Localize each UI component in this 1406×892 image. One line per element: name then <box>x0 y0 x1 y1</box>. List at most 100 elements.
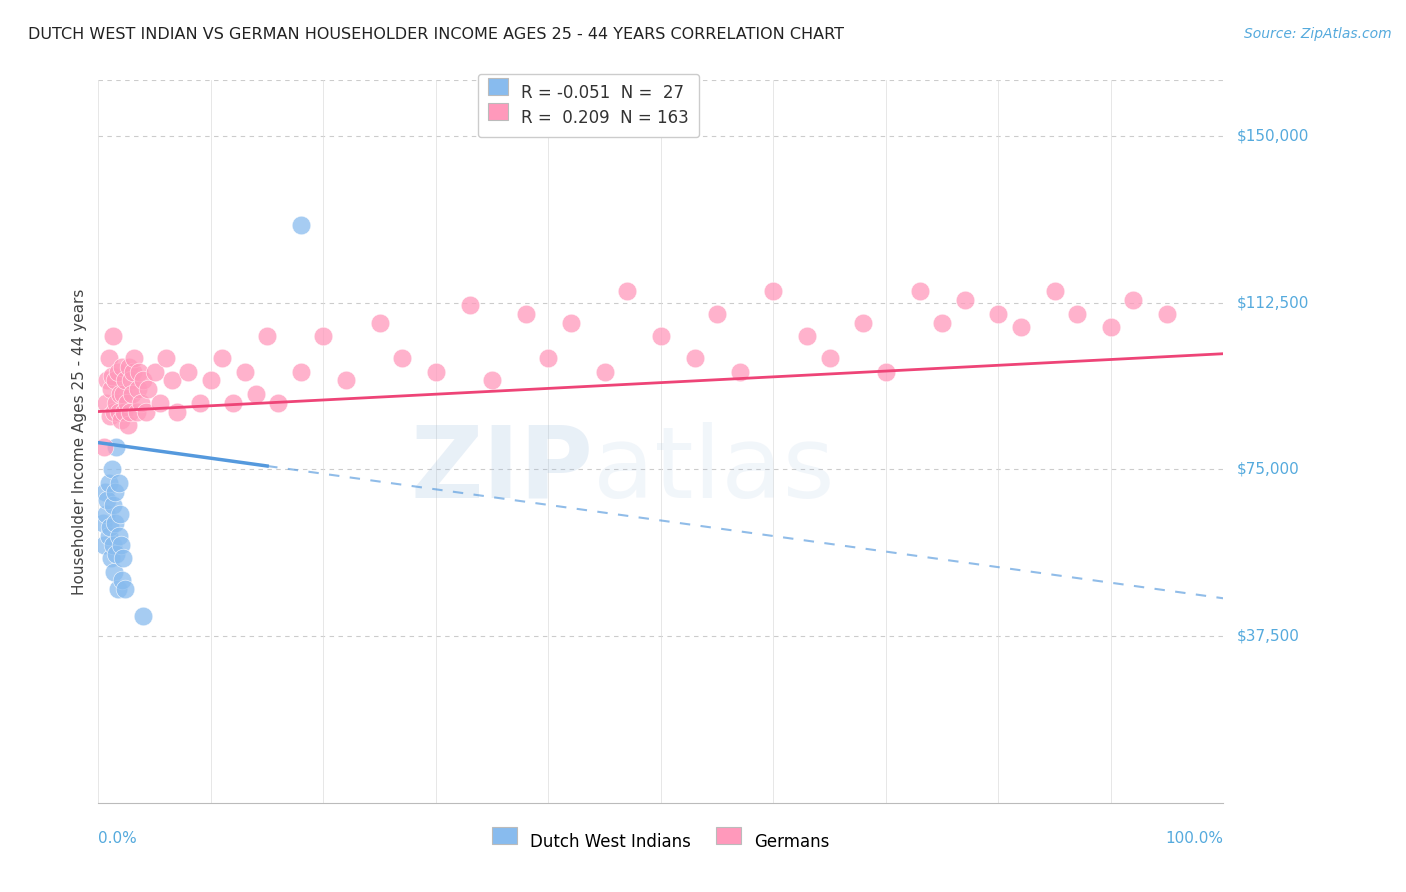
Point <box>97 351 120 366</box>
Point <box>875 364 897 378</box>
Point <box>96 507 118 521</box>
Point <box>127 382 149 396</box>
Point <box>188 395 211 409</box>
Point <box>112 404 135 418</box>
Point <box>91 516 114 530</box>
Point <box>117 417 139 432</box>
Text: 0.0%: 0.0% <box>98 830 138 846</box>
Point <box>100 551 122 566</box>
Point <box>818 351 841 366</box>
Point <box>107 404 129 418</box>
Y-axis label: Householder Income Ages 25 - 44 years: Householder Income Ages 25 - 44 years <box>72 288 87 595</box>
Point <box>335 373 357 387</box>
Point <box>101 538 124 552</box>
Point <box>94 484 117 499</box>
Point <box>112 551 135 566</box>
Point <box>112 386 135 401</box>
Point <box>93 440 115 454</box>
Point <box>132 609 155 624</box>
Point <box>107 475 129 490</box>
Point <box>128 364 150 378</box>
Point <box>103 404 125 418</box>
Point <box>267 395 290 409</box>
Point <box>98 520 121 534</box>
Text: DUTCH WEST INDIAN VS GERMAN HOUSEHOLDER INCOME AGES 25 - 44 YEARS CORRELATION CH: DUTCH WEST INDIAN VS GERMAN HOUSEHOLDER … <box>28 27 844 42</box>
Point <box>93 538 115 552</box>
Point <box>143 364 166 378</box>
Point <box>103 565 125 579</box>
Text: 100.0%: 100.0% <box>1166 830 1223 846</box>
Point <box>111 360 134 375</box>
Point <box>560 316 582 330</box>
Point <box>177 364 200 378</box>
Point <box>107 529 129 543</box>
Point <box>1010 320 1032 334</box>
Point <box>290 218 312 232</box>
Point <box>135 404 157 418</box>
Point <box>97 475 120 490</box>
Text: ZIP: ZIP <box>411 422 593 519</box>
Point <box>114 373 136 387</box>
Text: Source: ZipAtlas.com: Source: ZipAtlas.com <box>1244 27 1392 41</box>
Point <box>391 351 413 366</box>
Point <box>101 498 124 512</box>
Point <box>111 574 134 588</box>
Point <box>118 404 141 418</box>
Point <box>245 386 267 401</box>
Legend: Dutch West Indians, Germans: Dutch West Indians, Germans <box>484 825 838 860</box>
Point <box>105 395 128 409</box>
Text: $150,000: $150,000 <box>1237 128 1309 144</box>
Point <box>104 373 127 387</box>
Point <box>108 386 131 401</box>
Point <box>515 307 537 321</box>
Point <box>107 582 129 597</box>
Point <box>121 386 143 401</box>
Point <box>115 395 138 409</box>
Point <box>129 395 152 409</box>
Point <box>233 364 256 378</box>
Point <box>120 373 142 387</box>
Point <box>728 364 751 378</box>
Point <box>114 582 136 597</box>
Point <box>160 373 183 387</box>
Point <box>616 285 638 299</box>
Point <box>458 298 481 312</box>
Point <box>105 547 128 561</box>
Point <box>650 329 672 343</box>
Point <box>166 404 188 418</box>
Point <box>108 507 131 521</box>
Point <box>796 329 818 343</box>
Text: $37,500: $37,500 <box>1237 629 1301 643</box>
Point <box>96 493 118 508</box>
Point <box>852 316 875 330</box>
Point <box>100 382 122 396</box>
Point <box>931 316 953 330</box>
Point <box>1122 293 1144 308</box>
Point <box>908 285 931 299</box>
Point <box>104 516 127 530</box>
Text: atlas: atlas <box>593 422 835 519</box>
Point <box>132 373 155 387</box>
Point <box>110 538 132 552</box>
Point <box>105 440 128 454</box>
Point <box>118 360 141 375</box>
Point <box>122 364 145 378</box>
Point <box>97 529 120 543</box>
Point <box>312 329 335 343</box>
Text: $75,000: $75,000 <box>1237 462 1301 477</box>
Point <box>155 351 177 366</box>
Text: $112,500: $112,500 <box>1237 295 1309 310</box>
Point <box>200 373 222 387</box>
Point <box>124 351 146 366</box>
Point <box>537 351 560 366</box>
Point <box>683 351 706 366</box>
Point <box>104 484 127 499</box>
Point <box>96 395 118 409</box>
Point <box>110 413 132 427</box>
Point <box>98 409 121 423</box>
Point <box>987 307 1010 321</box>
Point <box>107 364 129 378</box>
Point <box>425 364 447 378</box>
Point <box>1099 320 1122 334</box>
Point <box>222 395 245 409</box>
